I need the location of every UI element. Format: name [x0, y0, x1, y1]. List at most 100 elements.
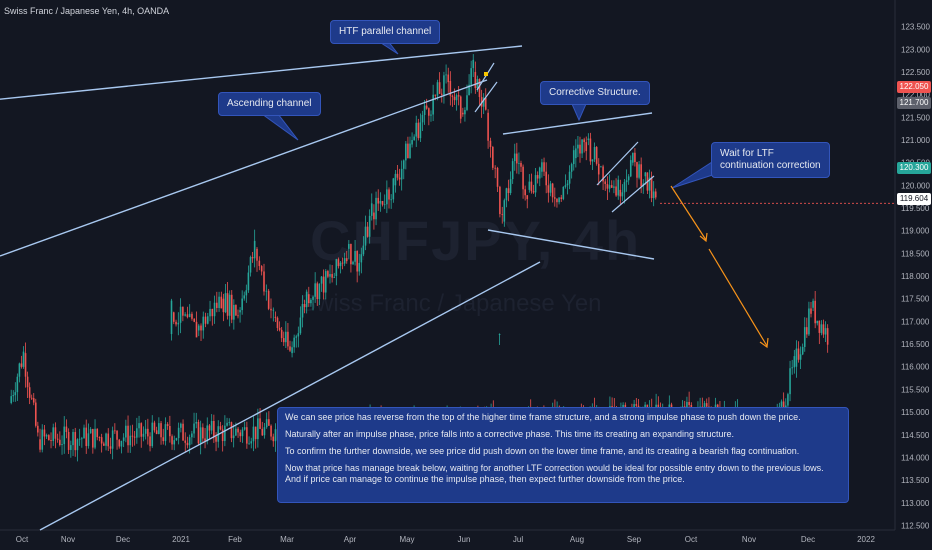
- candle-body: [562, 186, 565, 199]
- candle-body: [50, 440, 52, 441]
- candle-body: [383, 204, 386, 206]
- candle-body: [270, 425, 272, 437]
- candle-body: [209, 308, 211, 317]
- x-tick-label: Jun: [458, 535, 471, 544]
- candle-body: [468, 84, 470, 96]
- candle-body: [252, 426, 255, 442]
- x-tick-label: Oct: [16, 535, 29, 544]
- candle-body: [239, 310, 241, 313]
- candle-body: [43, 429, 46, 437]
- candle-body: [61, 444, 63, 446]
- candle-body: [558, 197, 560, 203]
- candle-body: [339, 262, 342, 267]
- candle-body: [149, 436, 151, 447]
- candle-body: [522, 166, 524, 190]
- candle-body: [100, 437, 103, 444]
- candle-body: [457, 95, 460, 97]
- candle-body: [160, 423, 162, 438]
- candle-body: [608, 185, 611, 189]
- candle-body: [615, 186, 617, 196]
- candle-body: [243, 427, 246, 430]
- candle-body: [70, 445, 72, 450]
- candle-body: [20, 363, 23, 367]
- candle-body: [270, 308, 272, 311]
- candle-body: [799, 354, 802, 360]
- candle-body: [136, 428, 138, 438]
- candle-body: [107, 433, 110, 447]
- candle-body: [518, 162, 520, 164]
- candle-body: [810, 308, 812, 314]
- y-tick-label: 120.000: [901, 181, 930, 190]
- candle-body: [366, 226, 369, 237]
- candle-body: [409, 143, 411, 159]
- candle-body: [14, 392, 17, 396]
- candle-body: [370, 203, 373, 216]
- candle-body: [610, 185, 613, 188]
- candle-body: [282, 338, 285, 343]
- analysis-textbox[interactable]: We can see price has reverse from the to…: [277, 407, 849, 503]
- callout-wait-ltf[interactable]: Wait for LTF continuation correction: [711, 142, 830, 178]
- candle-body: [570, 164, 573, 172]
- candle-body: [191, 433, 193, 438]
- candle-body: [52, 427, 55, 441]
- candle-body: [237, 428, 239, 433]
- candle-body: [358, 262, 361, 272]
- y-tick-label: 117.500: [901, 295, 930, 304]
- candle-body: [602, 166, 604, 182]
- candle-body: [153, 422, 156, 431]
- flag-upper-line: [476, 62, 495, 91]
- candle-body: [526, 195, 529, 200]
- candle-body: [173, 440, 176, 445]
- candle-body: [202, 427, 204, 439]
- candle-body: [591, 159, 594, 162]
- projection-segment-2: [708, 248, 768, 347]
- projection-segment-1: [670, 185, 707, 241]
- candle-body: [329, 274, 331, 277]
- y-tick-label: 118.000: [901, 272, 930, 281]
- candle-body: [272, 309, 275, 311]
- candle-body: [116, 430, 118, 440]
- candle-body: [224, 293, 227, 313]
- y-tick-label: 112.500: [901, 521, 930, 530]
- candle-body: [200, 325, 202, 331]
- candle-body: [604, 181, 607, 184]
- callout-ascending-channel[interactable]: Ascending channel: [218, 92, 321, 116]
- candle-body: [182, 423, 184, 441]
- candle-body: [581, 139, 583, 154]
- candle-body: [239, 432, 242, 437]
- candle-body: [627, 176, 630, 181]
- callout-htf-channel[interactable]: HTF parallel channel: [330, 20, 441, 44]
- candle-body: [606, 183, 609, 189]
- candle-body: [534, 175, 537, 193]
- candle-body: [530, 181, 533, 192]
- candle-body: [803, 327, 806, 347]
- candle-body: [505, 188, 508, 201]
- x-tick-label: 2021: [172, 535, 190, 544]
- candle-body: [122, 437, 125, 441]
- candle-body: [235, 305, 237, 316]
- callout-corrective-structure[interactable]: Corrective Structure.: [540, 81, 650, 105]
- candle-body: [85, 427, 88, 447]
- candle-body: [76, 439, 79, 451]
- candle-body: [593, 147, 596, 160]
- candle-body: [375, 197, 377, 220]
- candle-body: [648, 177, 651, 191]
- price-badge-current: 119.604: [897, 193, 931, 205]
- candle-body: [411, 140, 413, 145]
- candle-body: [129, 435, 132, 446]
- candle-body: [345, 258, 348, 262]
- candle-body: [114, 430, 116, 432]
- candle-body: [443, 75, 445, 95]
- candle-body: [644, 404, 646, 407]
- candle-body: [39, 439, 41, 450]
- candle-body: [109, 446, 112, 449]
- candle-body: [478, 79, 481, 97]
- candle-body: [263, 427, 266, 436]
- candle-body: [327, 271, 329, 277]
- candle-body: [386, 189, 388, 205]
- candle-body: [640, 164, 642, 187]
- candle-body: [26, 376, 29, 388]
- candle-body: [87, 433, 90, 447]
- candle-body: [175, 321, 177, 325]
